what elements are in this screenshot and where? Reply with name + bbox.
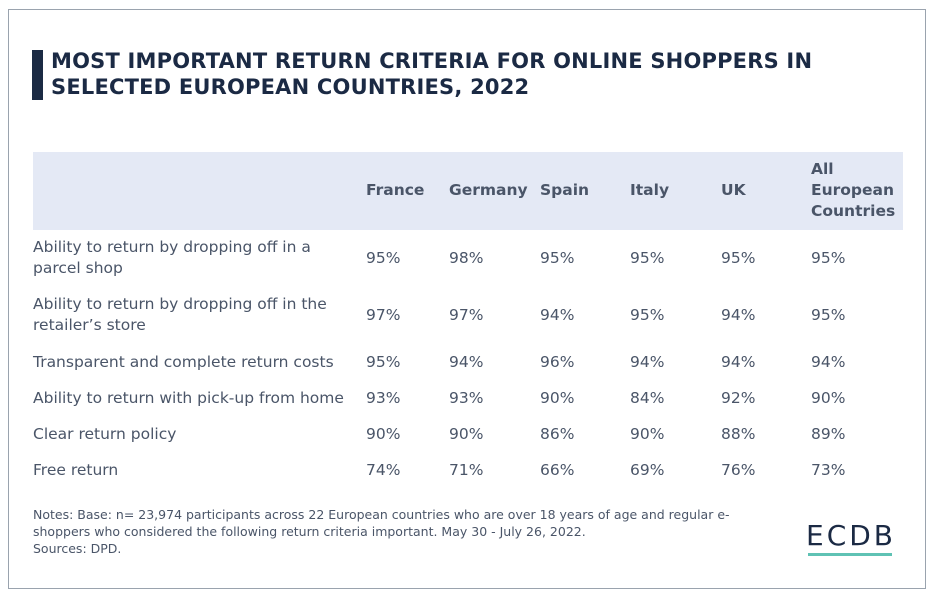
table-cell: 95%: [366, 353, 401, 371]
table-cell: 95%: [811, 306, 846, 324]
column-header: Germany: [449, 180, 528, 201]
row-label-line: Transparent and complete return costs: [33, 353, 334, 371]
table-cell: 97%: [366, 306, 401, 324]
row-label: Ability to return by dropping off in the…: [33, 294, 363, 336]
chart-frame: [8, 9, 926, 589]
sources-line: Sources: DPD.: [33, 541, 122, 556]
table-cell: 95%: [811, 249, 846, 267]
table-cell: 88%: [721, 425, 756, 443]
column-header-line: Spain: [540, 181, 590, 199]
title-accent-bar: [32, 50, 43, 100]
table-cell: 90%: [630, 425, 665, 443]
table-cell: 90%: [366, 425, 401, 443]
row-label: Ability to return by dropping off in a pa…: [33, 237, 363, 279]
column-header: France: [366, 180, 424, 201]
column-header: Italy: [630, 180, 669, 201]
table-cell: 76%: [721, 461, 756, 479]
column-header-line: Countries: [811, 202, 896, 220]
table-cell: 94%: [811, 353, 846, 371]
row-label-line: Ability to return by dropping off in the: [33, 295, 327, 313]
table-cell: 94%: [721, 306, 756, 324]
table-cell: 96%: [540, 353, 575, 371]
row-label: Ability to return with pick-up from home: [33, 388, 363, 409]
row-label-line: Clear return policy: [33, 425, 177, 443]
notes: Notes: Base: n= 23,974 participants acro…: [33, 506, 753, 557]
table-cell: 92%: [721, 389, 756, 407]
table-cell: 90%: [540, 389, 575, 407]
table-header-band: [33, 152, 903, 230]
row-label-line: retailer’s store: [33, 316, 146, 334]
column-header-line: Italy: [630, 181, 670, 199]
row-label: Free return: [33, 460, 363, 481]
column-header-line: UK: [721, 181, 746, 199]
row-label-line: Ability to return with pick-up from home: [33, 389, 344, 407]
column-header-line: Germany: [449, 181, 528, 199]
notes-line: shoppers who considered the following re…: [33, 524, 586, 539]
table-cell: 93%: [449, 389, 484, 407]
table-cell: 86%: [540, 425, 575, 443]
column-header: All European Countries: [811, 159, 895, 222]
table-cell: 73%: [811, 461, 846, 479]
row-label: Transparent and complete return costs: [33, 352, 363, 373]
row-label-line: Free return: [33, 461, 119, 479]
row-label: Clear return policy: [33, 424, 363, 445]
logo-underline: [808, 553, 892, 556]
table-cell: 95%: [630, 249, 665, 267]
table-cell: 95%: [721, 249, 756, 267]
table-cell: 84%: [630, 389, 665, 407]
table-cell: 93%: [366, 389, 401, 407]
table-cell: 69%: [630, 461, 665, 479]
table-cell: 97%: [449, 306, 484, 324]
column-header-line: All: [811, 160, 834, 178]
row-label-line: parcel shop: [33, 259, 123, 277]
row-label-line: Ability to return by dropping off in a: [33, 238, 311, 256]
table-cell: 89%: [811, 425, 846, 443]
column-header: UK: [721, 180, 746, 201]
table-cell: 95%: [366, 249, 401, 267]
table-cell: 66%: [540, 461, 575, 479]
table-cell: 98%: [449, 249, 484, 267]
chart-title: MOST IMPORTANT RETURN CRITERIA FOR ONLIN…: [51, 49, 813, 99]
table-cell: 94%: [449, 353, 484, 371]
ecdb-logo: ECDB: [806, 519, 897, 552]
table-cell: 71%: [449, 461, 484, 479]
table-cell: 74%: [366, 461, 401, 479]
table-cell: 94%: [540, 306, 575, 324]
table-cell: 94%: [721, 353, 756, 371]
table-cell: 95%: [630, 306, 665, 324]
table-cell: 95%: [540, 249, 575, 267]
table-cell: 90%: [449, 425, 484, 443]
notes-line: Notes: Base: n= 23,974 participants acro…: [33, 507, 730, 522]
table-cell: 94%: [630, 353, 665, 371]
table-cell: 90%: [811, 389, 846, 407]
column-header: Spain: [540, 180, 589, 201]
column-header-line: European: [811, 181, 895, 199]
column-header-line: France: [366, 181, 425, 199]
